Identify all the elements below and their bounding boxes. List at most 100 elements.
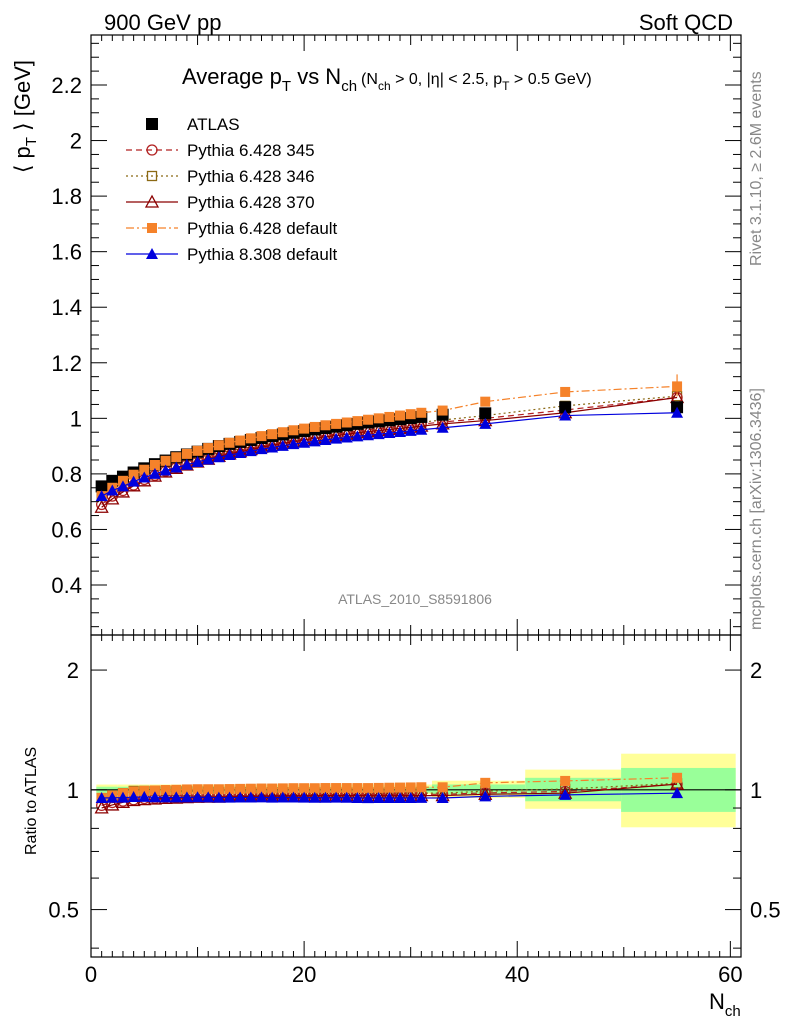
data-point-p8def [436, 421, 449, 433]
data-point-p8def [127, 475, 140, 487]
data-point-p8def [191, 455, 204, 467]
ratio-y-tick-label: 0.5 [48, 898, 79, 923]
ratio-y-tick-label-right: 0.5 [750, 898, 781, 923]
legend-label: Pythia 6.428 default [187, 219, 338, 238]
data-point-p6def [437, 405, 448, 416]
data-point-p8def [559, 409, 572, 421]
data-point-p8def [340, 431, 353, 443]
series-group [94, 374, 685, 814]
ratio-point-p6def [395, 782, 406, 793]
ratio-point-p8def [330, 791, 343, 803]
legend-label: Pythia 6.428 346 [187, 167, 315, 186]
data-point-p8def [148, 467, 161, 479]
ratio-frame [90, 634, 742, 958]
y-tick-label: 2.2 [51, 73, 82, 98]
header-left: 900 GeV pp [104, 10, 221, 35]
legend-marker [146, 118, 158, 130]
data-point-p8def [95, 490, 108, 502]
mcplots-label: mcplots.cern.ch [arXiv:1306.3436] [748, 388, 765, 630]
legend-entry-p8def: Pythia 8.308 default [126, 245, 338, 264]
ratio-point-p6def [160, 785, 171, 796]
data-point-p6def [395, 410, 406, 421]
ratio-point-p6def [480, 777, 491, 788]
data-point-p8def [287, 438, 300, 450]
ratio-point-p8def [287, 791, 300, 803]
data-point-p6def [363, 414, 374, 425]
legend-entry-p346: Pythia 6.428 346 [126, 167, 315, 186]
data-point-p8def [266, 441, 279, 453]
data-point-p8def [159, 464, 172, 476]
data-point-p6def [352, 416, 363, 427]
data-point-p6def [267, 429, 278, 440]
ratio-point-p6def [363, 783, 374, 794]
legend-entry-p370: Pythia 6.428 370 [126, 193, 315, 212]
ratio-y-tick-label: 2 [67, 658, 79, 683]
data-point-p8def [351, 430, 364, 442]
data-point-p8def [202, 453, 215, 465]
data-point-p8def [372, 428, 385, 440]
ratio-point-p6def [149, 785, 160, 796]
ratio-y-tick-label: 1 [67, 778, 79, 803]
x-tick-label: 40 [505, 962, 529, 987]
ratio-point-p6def [267, 783, 278, 794]
x-axis-label: Nch [709, 989, 741, 1020]
ratio-point-p6def [352, 783, 363, 794]
data-point-p8def [106, 484, 119, 496]
legend-label: Pythia 6.428 345 [187, 141, 315, 160]
ratio-point-p6def [309, 783, 320, 794]
y-tick-label: 2 [70, 129, 82, 154]
data-point-p8def [116, 480, 129, 492]
ratio-point-p6def [224, 784, 235, 795]
ratio-point-p6def [139, 785, 150, 796]
ratio-point-p8def [159, 791, 172, 803]
data-point-p6def [331, 418, 342, 429]
data-point-p8def [308, 435, 321, 447]
ratio-point-p6def [235, 783, 246, 794]
data-point-p6def [277, 427, 288, 438]
data-point-p8def [383, 427, 396, 439]
y-tick-label: 1.6 [51, 240, 82, 265]
y-tick-label: 1 [70, 406, 82, 431]
ratio-point-p8def [106, 791, 119, 803]
ratio-point-p6def [192, 784, 203, 795]
data-point-p8def [180, 458, 193, 470]
data-point-p6def [192, 445, 203, 456]
data-point-atlas [479, 407, 492, 420]
legend: ATLAS Pythia 6.428 345 Pythia 6.428 346 Pyt… [126, 115, 338, 264]
ratio-point-p8def [383, 792, 396, 804]
data-point-p8def [415, 423, 428, 435]
ratio-point-p6def [341, 783, 352, 794]
ratio-point-p6def [320, 783, 331, 794]
x-tick-label: 60 [718, 962, 742, 987]
ratio-point-p6def [203, 784, 214, 795]
axis-ticks [90, 35, 741, 957]
y-tick-label: 1.4 [51, 295, 82, 320]
ratio-point-p8def [180, 791, 193, 803]
data-point-p6def [384, 411, 395, 422]
ratio-point-p8def [276, 791, 289, 803]
data-point-p8def [170, 461, 183, 473]
data-point-p6def [416, 407, 427, 418]
ratio-point-p8def [202, 791, 215, 803]
ratio-point-p8def [138, 790, 151, 802]
legend-label: Pythia 8.308 default [187, 245, 338, 264]
data-point-p6def [245, 433, 256, 444]
data-point-p6def [256, 431, 267, 442]
data-point-p6def [560, 386, 571, 397]
ratio-point-p8def [479, 790, 492, 802]
ratio-point-p8def [212, 791, 225, 803]
ratio-point-p8def [170, 791, 183, 803]
legend-entry-p345: Pythia 6.428 345 [126, 141, 315, 160]
data-point-p6def [160, 455, 171, 466]
ratio-y-tick-label-right: 2 [750, 658, 762, 683]
ratio-point-p8def [404, 791, 417, 803]
legend-label: ATLAS [187, 115, 240, 134]
y-tick-label: 0.8 [51, 462, 82, 487]
ratio-point-p6def [331, 783, 342, 794]
data-point-p8def [479, 417, 492, 429]
ratio-point-p8def [95, 792, 108, 804]
data-point-p8def [394, 425, 407, 437]
ratio-point-p6def [384, 782, 395, 793]
ratio-point-p370 [94, 800, 109, 814]
data-point-p6def [405, 409, 416, 420]
